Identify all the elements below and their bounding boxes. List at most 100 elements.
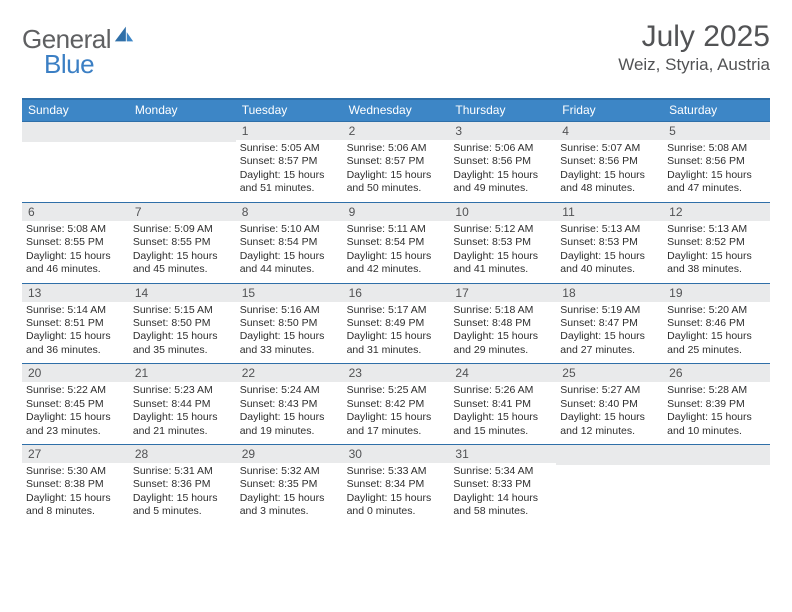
day-cell: 21 Sunrise: 5:23 AMSunset: 8:44 PMDayligh…	[129, 364, 236, 444]
day-info: Sunrise: 5:17 AMSunset: 8:49 PMDaylight:…	[347, 304, 446, 358]
day-cell: 23 Sunrise: 5:25 AMSunset: 8:42 PMDayligh…	[343, 364, 450, 444]
day-number: 19	[663, 284, 770, 302]
day-cell: 28Sunrise: 5:31 AMSunset: 8:36 PMDayligh…	[129, 445, 236, 525]
sunset-line: Sunset: 8:55 PM	[133, 236, 211, 248]
day-info: Sunrise: 5:13 AMSunset: 8:53 PMDaylight:…	[560, 223, 659, 277]
day-number: 6	[22, 203, 129, 221]
day-info: Sunrise: 5:10 AMSunset: 8:54 PMDaylight:…	[240, 223, 339, 277]
sunset-line: Sunset: 8:43 PM	[240, 398, 318, 410]
sunset-line: Sunset: 8:54 PM	[347, 236, 425, 248]
sunrise-line: Sunrise: 5:31 AM	[133, 465, 213, 477]
week-row: 27Sunrise: 5:30 AMSunset: 8:38 PMDayligh…	[22, 444, 770, 525]
day-cell: 10Sunrise: 5:12 AMSunset: 8:53 PMDayligh…	[449, 203, 556, 283]
day-cell: 24Sunrise: 5:26 AMSunset: 8:41 PMDayligh…	[449, 364, 556, 444]
sunset-line: Sunset: 8:51 PM	[26, 317, 104, 329]
day-info: Sunrise: 5:19 AMSunset: 8:47 PMDaylight:…	[560, 304, 659, 358]
day-number: 26	[663, 364, 770, 382]
day-number: 4	[556, 122, 663, 140]
dayname-mon: Monday	[129, 100, 236, 121]
daylight-line: Daylight: 15 hours and 36 minutes.	[26, 330, 111, 355]
day-cell: 2 Sunrise: 5:06 AMSunset: 8:57 PMDaylight…	[343, 122, 450, 202]
day-info: Sunrise: 5:16 AMSunset: 8:50 PMDaylight:…	[240, 304, 339, 358]
daylight-line: Daylight: 15 hours and 45 minutes.	[133, 250, 218, 275]
day-number: 17	[449, 284, 556, 302]
day-info: Sunrise: 5:33 AMSunset: 8:34 PMDaylight:…	[347, 465, 446, 519]
daylight-line: Daylight: 15 hours and 27 minutes.	[560, 330, 645, 355]
sunrise-line: Sunrise: 5:30 AM	[26, 465, 106, 477]
daylight-line: Daylight: 15 hours and 48 minutes.	[560, 169, 645, 194]
day-number: 30	[343, 445, 450, 463]
daylight-line: Daylight: 15 hours and 17 minutes.	[347, 411, 432, 436]
sunrise-line: Sunrise: 5:13 AM	[560, 223, 640, 235]
day-number: 3	[449, 122, 556, 140]
day-info: Sunrise: 5:07 AMSunset: 8:56 PMDaylight:…	[560, 142, 659, 196]
sunset-line: Sunset: 8:42 PM	[347, 398, 425, 410]
sunrise-line: Sunrise: 5:34 AM	[453, 465, 533, 477]
dayname-thu: Thursday	[449, 100, 556, 121]
day-cell: 6 Sunrise: 5:08 AMSunset: 8:55 PMDaylight…	[22, 203, 129, 283]
day-number: 20	[22, 364, 129, 382]
day-cell	[22, 122, 129, 202]
calendar-page: General Blue July 2025 Weiz, Styria, Aus…	[0, 0, 792, 545]
day-cell: 3Sunrise: 5:06 AMSunset: 8:56 PMDaylight…	[449, 122, 556, 202]
brand-logo: General Blue	[22, 20, 135, 86]
day-cell: 4 Sunrise: 5:07 AMSunset: 8:56 PMDaylight…	[556, 122, 663, 202]
sunrise-line: Sunrise: 5:24 AM	[240, 384, 320, 396]
day-info: Sunrise: 5:23 AMSunset: 8:44 PMDaylight:…	[133, 384, 232, 438]
day-info: Sunrise: 5:22 AMSunset: 8:45 PMDaylight:…	[26, 384, 125, 438]
day-number	[22, 122, 129, 142]
day-cell: 30 Sunrise: 5:33 AMSunset: 8:34 PMDayligh…	[343, 445, 450, 525]
day-info: Sunrise: 5:28 AMSunset: 8:39 PMDaylight:…	[667, 384, 766, 438]
day-cell: 26 Sunrise: 5:28 AMSunset: 8:39 PMDayligh…	[663, 364, 770, 444]
day-number	[129, 122, 236, 142]
day-info: Sunrise: 5:25 AMSunset: 8:42 PMDaylight:…	[347, 384, 446, 438]
day-number	[663, 445, 770, 465]
day-info: Sunrise: 5:20 AMSunset: 8:46 PMDaylight:…	[667, 304, 766, 358]
day-cell: 18Sunrise: 5:19 AMSunset: 8:47 PMDayligh…	[556, 284, 663, 364]
daylight-line: Daylight: 15 hours and 46 minutes.	[26, 250, 111, 275]
sunset-line: Sunset: 8:36 PM	[133, 478, 211, 490]
dayname-tue: Tuesday	[236, 100, 343, 121]
sunrise-line: Sunrise: 5:19 AM	[560, 304, 640, 316]
day-info: Sunrise: 5:26 AMSunset: 8:41 PMDaylight:…	[453, 384, 552, 438]
sunrise-line: Sunrise: 5:20 AM	[667, 304, 747, 316]
brand-word2: Blue	[44, 49, 94, 79]
day-cell: 14Sunrise: 5:15 AMSunset: 8:50 PMDayligh…	[129, 284, 236, 364]
daylight-line: Daylight: 15 hours and 35 minutes.	[133, 330, 218, 355]
sunset-line: Sunset: 8:49 PM	[347, 317, 425, 329]
daylight-line: Daylight: 15 hours and 47 minutes.	[667, 169, 752, 194]
sunset-line: Sunset: 8:45 PM	[26, 398, 104, 410]
daylight-line: Daylight: 15 hours and 21 minutes.	[133, 411, 218, 436]
sunset-line: Sunset: 8:56 PM	[667, 155, 745, 167]
day-info: Sunrise: 5:13 AMSunset: 8:52 PMDaylight:…	[667, 223, 766, 277]
day-number: 14	[129, 284, 236, 302]
day-info: Sunrise: 5:08 AMSunset: 8:55 PMDaylight:…	[26, 223, 125, 277]
day-cell: 19 Sunrise: 5:20 AMSunset: 8:46 PMDayligh…	[663, 284, 770, 364]
day-info: Sunrise: 5:24 AMSunset: 8:43 PMDaylight:…	[240, 384, 339, 438]
sunset-line: Sunset: 8:52 PM	[667, 236, 745, 248]
day-number: 1	[236, 122, 343, 140]
sunrise-line: Sunrise: 5:11 AM	[347, 223, 426, 235]
day-info: Sunrise: 5:06 AMSunset: 8:57 PMDaylight:…	[347, 142, 446, 196]
sunset-line: Sunset: 8:57 PM	[347, 155, 425, 167]
day-number: 23	[343, 364, 450, 382]
sunset-line: Sunset: 8:48 PM	[453, 317, 531, 329]
day-number: 2	[343, 122, 450, 140]
daylight-line: Daylight: 15 hours and 15 minutes.	[453, 411, 538, 436]
sunset-line: Sunset: 8:39 PM	[667, 398, 745, 410]
day-number: 13	[22, 284, 129, 302]
dayname-fri: Friday	[556, 100, 663, 121]
sunrise-line: Sunrise: 5:27 AM	[560, 384, 640, 396]
sunset-line: Sunset: 8:41 PM	[453, 398, 531, 410]
sunset-line: Sunset: 8:57 PM	[240, 155, 318, 167]
sunrise-line: Sunrise: 5:33 AM	[347, 465, 427, 477]
sunrise-line: Sunrise: 5:14 AM	[26, 304, 106, 316]
day-cell: 15Sunrise: 5:16 AMSunset: 8:50 PMDayligh…	[236, 284, 343, 364]
day-cell: 12Sunrise: 5:13 AMSunset: 8:52 PMDayligh…	[663, 203, 770, 283]
day-number: 21	[129, 364, 236, 382]
day-number: 25	[556, 364, 663, 382]
day-number: 8	[236, 203, 343, 221]
day-cell	[129, 122, 236, 202]
day-info: Sunrise: 5:18 AMSunset: 8:48 PMDaylight:…	[453, 304, 552, 358]
sail-icon	[113, 24, 135, 44]
